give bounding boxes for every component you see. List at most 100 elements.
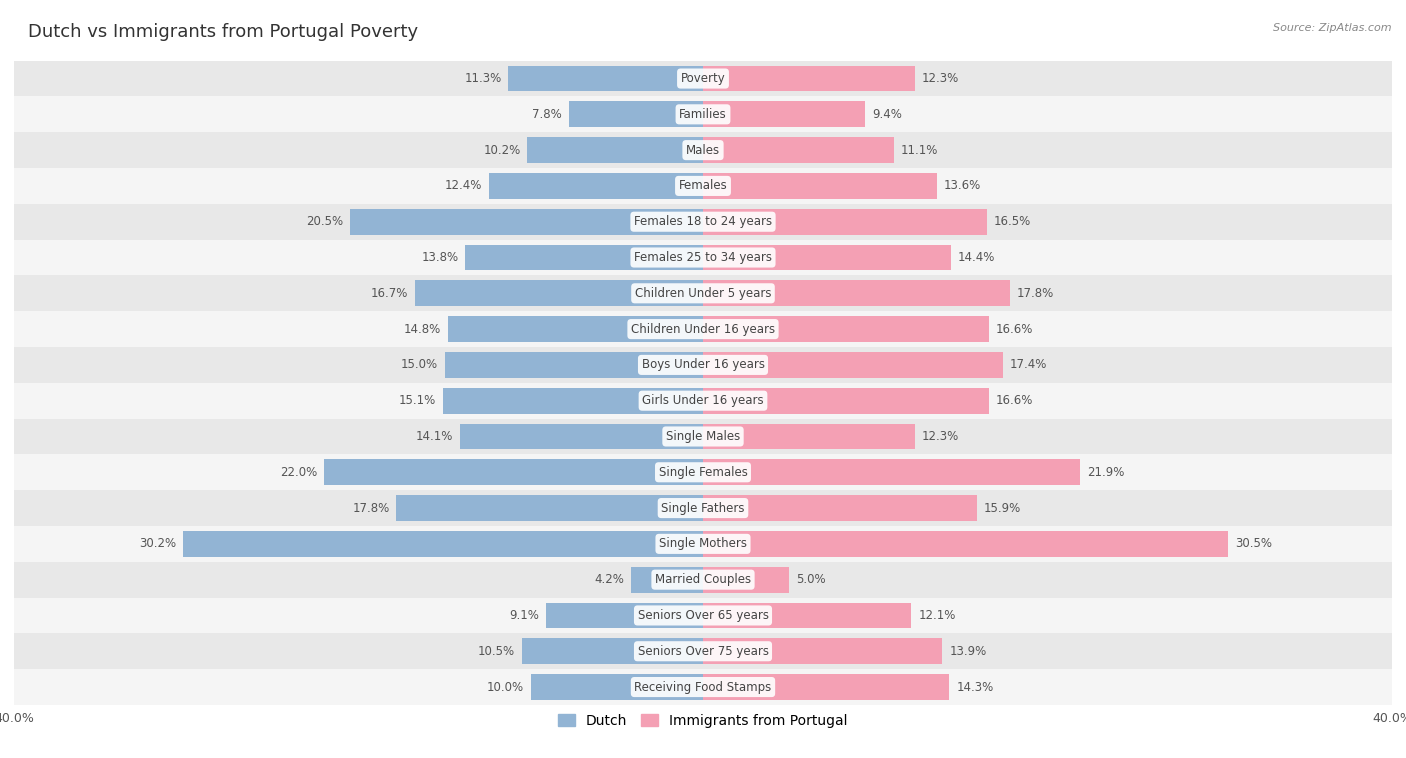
Text: Families: Families (679, 108, 727, 121)
Bar (703, 137, 894, 163)
Bar (323, 459, 703, 485)
Bar (522, 638, 703, 664)
Bar (703, 495, 977, 521)
Text: Females: Females (679, 180, 727, 193)
Text: 11.1%: 11.1% (901, 143, 938, 157)
Text: 22.0%: 22.0% (280, 465, 318, 479)
Text: Children Under 5 years: Children Under 5 years (634, 287, 772, 300)
Text: 14.1%: 14.1% (416, 430, 453, 443)
Bar (14, 61, 1392, 96)
Text: 17.8%: 17.8% (353, 502, 389, 515)
Bar (14, 383, 1392, 418)
Text: 12.4%: 12.4% (446, 180, 482, 193)
Bar (489, 173, 703, 199)
Bar (396, 495, 703, 521)
Text: 15.9%: 15.9% (984, 502, 1021, 515)
Text: Dutch vs Immigrants from Portugal Poverty: Dutch vs Immigrants from Portugal Povert… (28, 23, 418, 41)
Bar (14, 526, 1392, 562)
Bar (531, 674, 703, 700)
Bar (14, 204, 1392, 240)
Text: 20.5%: 20.5% (307, 215, 343, 228)
Text: Females 18 to 24 years: Females 18 to 24 years (634, 215, 772, 228)
Text: 5.0%: 5.0% (796, 573, 825, 586)
Text: 14.4%: 14.4% (957, 251, 995, 264)
Text: Seniors Over 75 years: Seniors Over 75 years (637, 645, 769, 658)
Text: 10.2%: 10.2% (484, 143, 520, 157)
Text: 10.5%: 10.5% (478, 645, 515, 658)
Bar (14, 454, 1392, 490)
Text: Receiving Food Stamps: Receiving Food Stamps (634, 681, 772, 694)
Bar (465, 245, 703, 271)
Bar (14, 240, 1392, 275)
Bar (460, 424, 703, 449)
Text: Females 25 to 34 years: Females 25 to 34 years (634, 251, 772, 264)
Bar (350, 208, 703, 235)
Text: Poverty: Poverty (681, 72, 725, 85)
Bar (509, 66, 703, 92)
Text: 16.6%: 16.6% (995, 323, 1033, 336)
Text: 13.8%: 13.8% (422, 251, 458, 264)
Bar (703, 245, 950, 271)
Text: Single Fathers: Single Fathers (661, 502, 745, 515)
Bar (14, 312, 1392, 347)
Text: 15.1%: 15.1% (399, 394, 436, 407)
Text: Children Under 16 years: Children Under 16 years (631, 323, 775, 336)
Text: 17.4%: 17.4% (1010, 359, 1047, 371)
Bar (703, 388, 988, 414)
Text: 16.5%: 16.5% (994, 215, 1032, 228)
Text: 21.9%: 21.9% (1087, 465, 1125, 479)
Bar (14, 168, 1392, 204)
Bar (631, 567, 703, 593)
Text: Source: ZipAtlas.com: Source: ZipAtlas.com (1274, 23, 1392, 33)
Bar (14, 490, 1392, 526)
Text: Seniors Over 65 years: Seniors Over 65 years (637, 609, 769, 622)
Bar (703, 674, 949, 700)
Bar (703, 603, 911, 628)
Bar (183, 531, 703, 556)
Text: Married Couples: Married Couples (655, 573, 751, 586)
Bar (14, 562, 1392, 597)
Text: Males: Males (686, 143, 720, 157)
Bar (449, 316, 703, 342)
Text: Single Mothers: Single Mothers (659, 537, 747, 550)
Text: 13.6%: 13.6% (945, 180, 981, 193)
Text: Boys Under 16 years: Boys Under 16 years (641, 359, 765, 371)
Bar (703, 459, 1080, 485)
Text: Girls Under 16 years: Girls Under 16 years (643, 394, 763, 407)
Text: 12.1%: 12.1% (918, 609, 956, 622)
Bar (14, 597, 1392, 634)
Text: 16.6%: 16.6% (995, 394, 1033, 407)
Bar (415, 280, 703, 306)
Bar (703, 173, 938, 199)
Text: 17.8%: 17.8% (1017, 287, 1053, 300)
Bar (14, 347, 1392, 383)
Bar (14, 275, 1392, 312)
Text: 4.2%: 4.2% (593, 573, 624, 586)
Bar (444, 352, 703, 377)
Bar (14, 418, 1392, 454)
Bar (703, 424, 915, 449)
Text: 14.8%: 14.8% (404, 323, 441, 336)
Text: Single Males: Single Males (666, 430, 740, 443)
Bar (14, 634, 1392, 669)
Bar (568, 102, 703, 127)
Bar (703, 280, 1010, 306)
Bar (703, 66, 915, 92)
Text: 12.3%: 12.3% (922, 430, 959, 443)
Bar (527, 137, 703, 163)
Text: 7.8%: 7.8% (531, 108, 562, 121)
Bar (14, 669, 1392, 705)
Text: 10.0%: 10.0% (486, 681, 524, 694)
Bar (703, 638, 942, 664)
Bar (703, 352, 1002, 377)
Text: Single Females: Single Females (658, 465, 748, 479)
Text: 13.9%: 13.9% (949, 645, 987, 658)
Text: 9.1%: 9.1% (509, 609, 540, 622)
Bar (14, 96, 1392, 132)
Text: 12.3%: 12.3% (922, 72, 959, 85)
Text: 30.5%: 30.5% (1236, 537, 1272, 550)
Text: 30.2%: 30.2% (139, 537, 176, 550)
Bar (703, 316, 988, 342)
Bar (703, 567, 789, 593)
Bar (703, 102, 865, 127)
